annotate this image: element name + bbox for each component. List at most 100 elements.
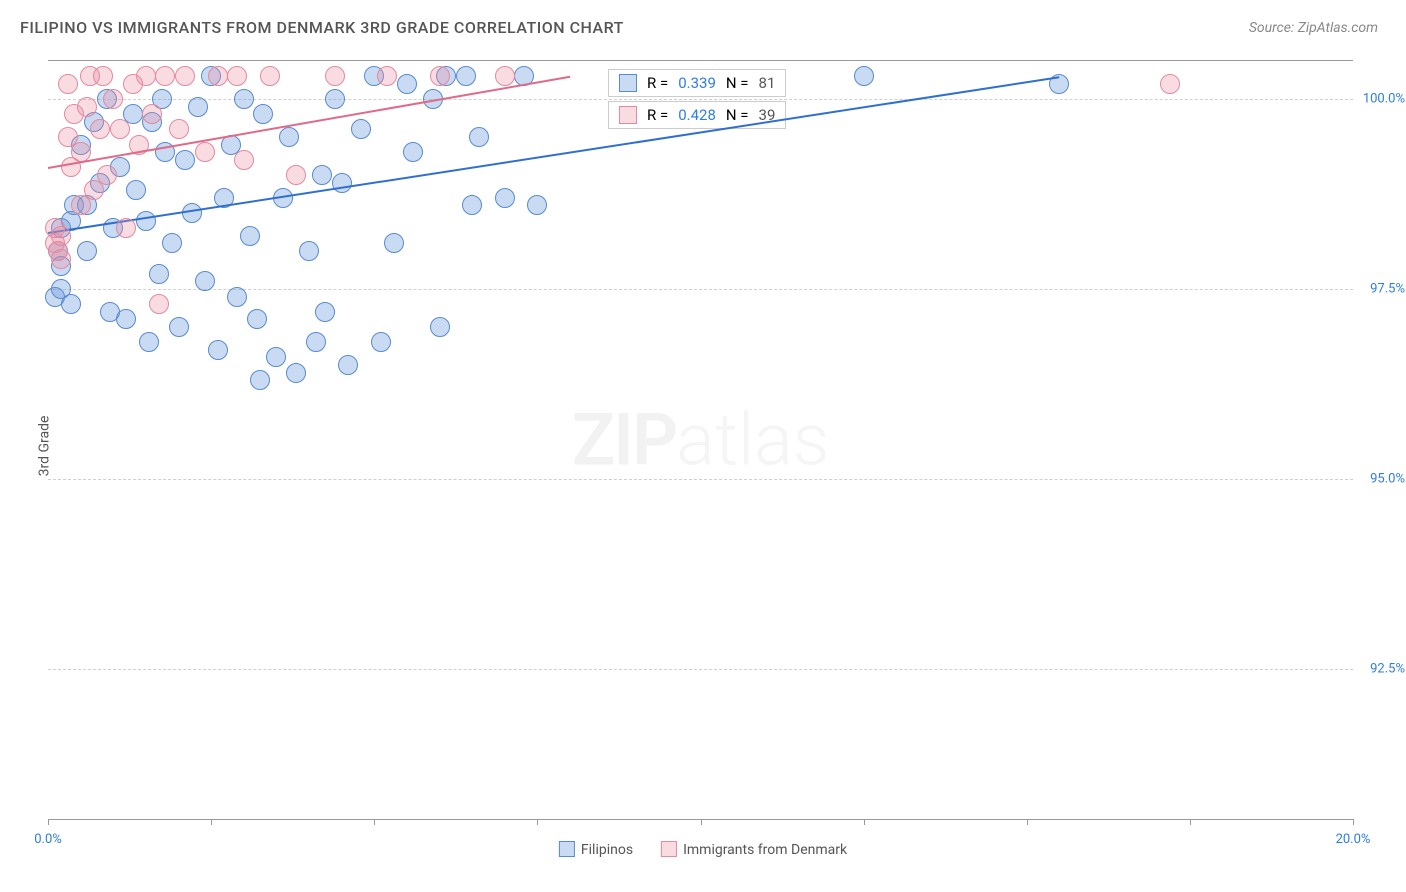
data-point [250,370,270,390]
data-point [110,119,130,139]
data-point [77,97,97,117]
data-point [495,188,515,208]
legend: Filipinos Immigrants from Denmark [559,841,847,858]
data-point [149,264,169,284]
data-point [208,340,228,360]
data-point [854,66,874,86]
data-point [58,74,78,94]
data-point [240,226,260,246]
data-point [315,302,335,322]
n-value-a: 81 [759,74,776,92]
r-label: R = [647,74,668,92]
data-point [462,195,482,215]
data-point [126,180,146,200]
data-point [103,89,123,109]
swatch-filipinos-icon [619,74,637,92]
data-point [234,89,254,109]
data-point [149,294,169,314]
plot-area: ZIPatlas R = 0.339 N = 81 R = 0.428 N = … [48,60,1353,820]
x-tick [701,819,702,825]
data-point [430,66,450,86]
legend-item-b: Immigrants from Denmark [661,841,847,858]
correlation-box-b: R = 0.428 N = 39 [608,101,786,129]
x-tick [537,819,538,825]
data-point [188,97,208,117]
data-point [116,218,136,238]
x-tick [1190,819,1191,825]
data-point [286,363,306,383]
x-tick [1353,819,1354,825]
data-point [253,104,273,124]
data-point [182,203,202,223]
data-point [142,104,162,124]
data-point [456,66,476,86]
data-point [1160,74,1180,94]
data-point [266,347,286,367]
legend-swatch-denmark-icon [661,841,677,857]
data-point [227,66,247,86]
data-point [279,127,299,147]
r-value-a: 0.339 [678,74,716,92]
x-tick [211,819,212,825]
chart-container: FILIPINO VS IMMIGRANTS FROM DENMARK 3RD … [0,0,1406,892]
data-point [61,294,81,314]
data-point [51,249,71,269]
data-point [90,119,110,139]
n-label: N = [726,106,749,124]
legend-item-a: Filipinos [559,841,633,858]
data-point [175,66,195,86]
data-point [403,142,423,162]
data-point [306,332,326,352]
data-point [371,332,391,352]
r-label: R = [647,106,668,124]
data-point [208,66,228,86]
data-point [51,226,71,246]
data-point [234,150,254,170]
legend-label-a: Filipinos [581,842,633,858]
data-point [312,165,332,185]
watermark-zip: ZIP [572,398,676,483]
data-point [299,241,319,261]
x-tick [864,819,865,825]
data-point [527,195,547,215]
correlation-box-a: R = 0.339 N = 81 [608,69,786,97]
data-point [325,89,345,109]
data-point [338,355,358,375]
y-tick-label: 92.5% [1370,662,1405,677]
data-point [136,66,156,86]
legend-swatch-filipinos-icon [559,841,575,857]
data-point [136,211,156,231]
data-point [195,142,215,162]
watermark: ZIPatlas [572,398,830,483]
data-point [325,66,345,86]
gridline [48,479,1353,480]
data-point [260,66,280,86]
data-point [116,309,136,329]
data-point [155,66,175,86]
x-tick [1027,819,1028,825]
data-point [384,233,404,253]
data-point [351,119,371,139]
x-tick-label: 20.0% [1336,832,1371,847]
data-point [286,165,306,185]
data-point [469,127,489,147]
data-point [162,233,182,253]
data-point [430,317,450,337]
data-point [77,241,97,261]
data-point [195,271,215,291]
data-point [169,119,189,139]
data-point [227,287,247,307]
r-value-b: 0.428 [678,106,716,124]
data-point [169,317,189,337]
data-point [139,332,159,352]
y-tick-label: 95.0% [1370,472,1405,487]
data-point [495,66,515,86]
swatch-denmark-icon [619,106,637,124]
gridline [48,669,1353,670]
n-label: N = [726,74,749,92]
data-point [377,66,397,86]
source-attribution: Source: ZipAtlas.com [1249,20,1378,36]
y-tick-label: 97.5% [1370,282,1405,297]
legend-label-b: Immigrants from Denmark [683,842,847,858]
data-point [97,165,117,185]
